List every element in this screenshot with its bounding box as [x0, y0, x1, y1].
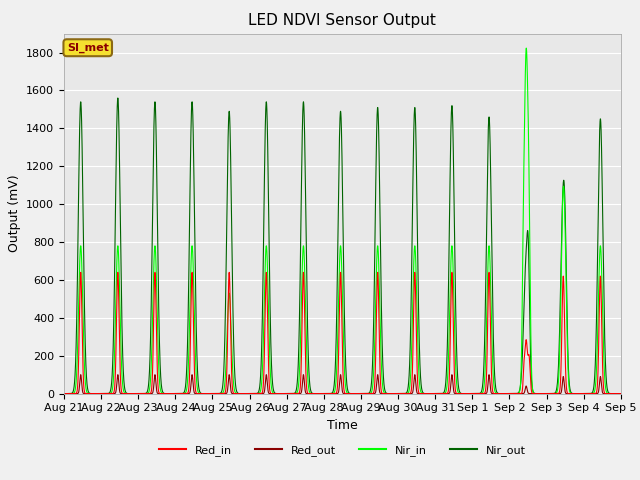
- Nir_in: [543, 391, 550, 396]
- Nir_out: [121, 385, 129, 391]
- Nir_in: [355, 391, 362, 396]
- Red_in: [617, 391, 625, 396]
- Line: Red_out: Red_out: [64, 375, 621, 394]
- X-axis label: Time: Time: [327, 419, 358, 432]
- Nir_in: [522, 45, 530, 51]
- Red_in: [121, 391, 129, 396]
- Nir_in: [78, 260, 86, 266]
- Red_in: [77, 269, 84, 275]
- Red_out: [617, 391, 625, 396]
- Line: Nir_in: Nir_in: [64, 48, 621, 394]
- Line: Nir_out: Nir_out: [64, 98, 621, 394]
- Nir_in: [194, 387, 202, 393]
- Nir_in: [121, 390, 129, 396]
- Red_in: [355, 391, 362, 396]
- Nir_in: [617, 391, 625, 396]
- Red_in: [60, 391, 68, 396]
- Red_in: [78, 303, 86, 309]
- Red_out: [194, 391, 202, 396]
- Nir_out: [182, 376, 190, 382]
- Red_in: [194, 391, 202, 396]
- Red_out: [77, 372, 84, 378]
- Red_out: [355, 391, 362, 396]
- Y-axis label: Output (mV): Output (mV): [8, 175, 20, 252]
- Red_out: [121, 391, 129, 396]
- Line: Red_in: Red_in: [64, 272, 621, 394]
- Red_out: [78, 381, 86, 386]
- Nir_out: [355, 391, 362, 396]
- Title: LED NDVI Sensor Output: LED NDVI Sensor Output: [248, 13, 436, 28]
- Nir_out: [543, 391, 550, 396]
- Nir_out: [60, 391, 68, 396]
- Legend: Red_in, Red_out, Nir_in, Nir_out: Red_in, Red_out, Nir_in, Nir_out: [154, 440, 531, 460]
- Red_out: [60, 391, 68, 396]
- Nir_out: [78, 124, 86, 130]
- Nir_out: [114, 95, 122, 101]
- Nir_out: [617, 391, 625, 396]
- Nir_in: [182, 389, 190, 395]
- Red_in: [543, 391, 550, 396]
- Nir_in: [60, 391, 68, 396]
- Nir_out: [194, 372, 202, 377]
- Text: SI_met: SI_met: [67, 43, 109, 53]
- Red_out: [182, 391, 190, 396]
- Red_in: [182, 391, 190, 396]
- Red_out: [543, 391, 550, 396]
